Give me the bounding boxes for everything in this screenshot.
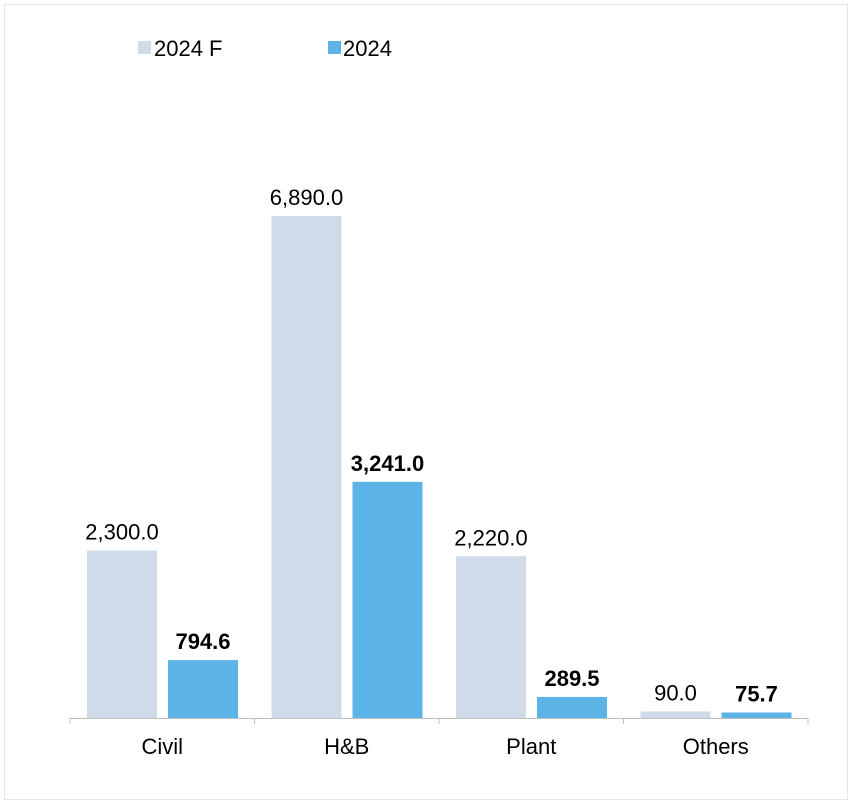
data-label: 3,241.0 [351, 451, 424, 476]
bar-hb-2024f [271, 216, 342, 718]
legend-swatch-2024 [328, 41, 341, 54]
data-label: 794.6 [175, 629, 230, 654]
bar-civil-2024f [87, 550, 157, 718]
chart-frame [4, 4, 848, 800]
bar-others-2024 [721, 712, 792, 718]
bar-civil-2024 [168, 660, 238, 718]
data-label: 6,890.0 [270, 185, 343, 210]
x-tick-label: H&B [324, 734, 369, 759]
bar-plant-2024 [537, 696, 607, 718]
legend: 2024 F 2024 [138, 36, 392, 61]
bars: 2,300.0 794.6 6,890.0 3,241.0 2,220.0 289.5 90… [85, 185, 792, 718]
bar-plant-2024f [456, 556, 526, 718]
bar-others-2024f [640, 711, 711, 718]
x-tick-label: Others [683, 734, 749, 759]
data-label: 2,300.0 [85, 519, 158, 544]
data-label: 2,220.0 [454, 525, 527, 550]
legend-label-2024: 2024 [343, 36, 392, 61]
x-axis: Civil H&B Plant Others [69, 718, 809, 759]
data-label: 90.0 [654, 680, 697, 705]
bar-hb-2024 [352, 481, 423, 718]
x-tick-label: Plant [506, 734, 556, 759]
x-tick-label: Civil [141, 734, 183, 759]
data-label: 75.7 [735, 681, 778, 706]
data-label: 289.5 [544, 666, 599, 691]
legend-label-2024f: 2024 F [154, 36, 223, 61]
legend-swatch-2024f [138, 41, 151, 54]
